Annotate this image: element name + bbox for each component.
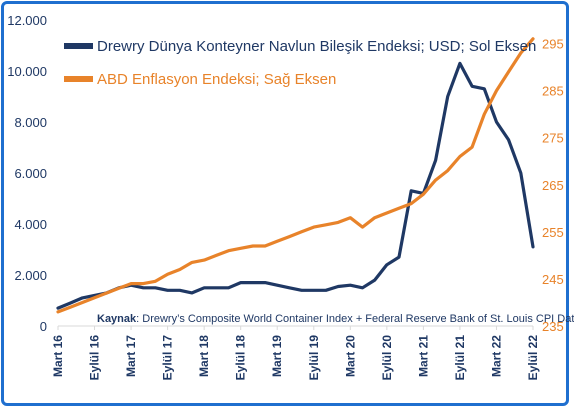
legend: Drewry Dünya Konteyner Navlun Bileşik En… [64, 38, 536, 88]
x-tick-label: Mart 19 [270, 335, 284, 377]
source-text: : Drewry’s Composite World Container Ind… [136, 313, 574, 325]
left-tick-label: 4.000 [14, 217, 47, 232]
right-tick-label: 235 [542, 319, 564, 334]
right-tick-label: 295 [542, 37, 564, 52]
source-label: Kaynak [97, 313, 137, 325]
right-tick-label: 255 [542, 225, 564, 240]
right-tick-label: 275 [542, 131, 564, 146]
x-tick-label: Mart 22 [489, 335, 503, 377]
right-axis: 235 245 255 265 275 285 295 [542, 37, 564, 334]
x-tick-label: Eylül 18 [234, 335, 248, 381]
x-tick-label: Mart 21 [416, 335, 430, 377]
legend-label: Drewry Dünya Konteyner Navlun Bileşik En… [97, 38, 536, 55]
left-tick-label: 10.000 [7, 64, 47, 79]
source-note: Kaynak: Drewry’s Composite World Contain… [97, 313, 574, 325]
right-tick-label: 265 [542, 178, 564, 193]
right-tick-label: 285 [542, 84, 564, 99]
right-tick-label: 245 [542, 272, 564, 287]
x-tick-label: Mart 18 [197, 335, 211, 377]
us-cpi-line [56, 37, 535, 314]
left-tick-label: 2.000 [14, 268, 47, 283]
x-tick-label: Eylül 20 [380, 335, 394, 381]
x-axis: Mart 16 Eylül 16 Mart 17 Eylül 17 Mart 18 Eyl… [51, 326, 540, 380]
x-tick-label: Eylül 16 [88, 335, 102, 381]
left-tick-label: 6.000 [14, 166, 47, 181]
left-tick-label: 8.000 [14, 115, 47, 130]
legend-label: ABD Enflasyon Endeksi; Sağ Eksen [97, 71, 336, 88]
x-tick-label: Eylül 21 [453, 335, 467, 381]
x-tick-label: Eylül 17 [161, 335, 175, 381]
x-tick-label: Mart 20 [343, 335, 357, 377]
chart-frame [1, 1, 569, 406]
x-tick-label: Eylül 22 [526, 335, 540, 381]
series-lines [56, 37, 535, 314]
x-tick-label: Mart 17 [124, 335, 138, 377]
left-axis: 0 2.000 4.000 6.000 8.000 10.000 12.000 [7, 13, 47, 334]
x-tick-label: Mart 16 [51, 335, 65, 377]
x-tick-label: Eylül 19 [307, 335, 321, 381]
left-tick-label: 12.000 [7, 13, 47, 28]
drewry-index-line [56, 61, 535, 310]
left-tick-label: 0 [40, 319, 47, 334]
